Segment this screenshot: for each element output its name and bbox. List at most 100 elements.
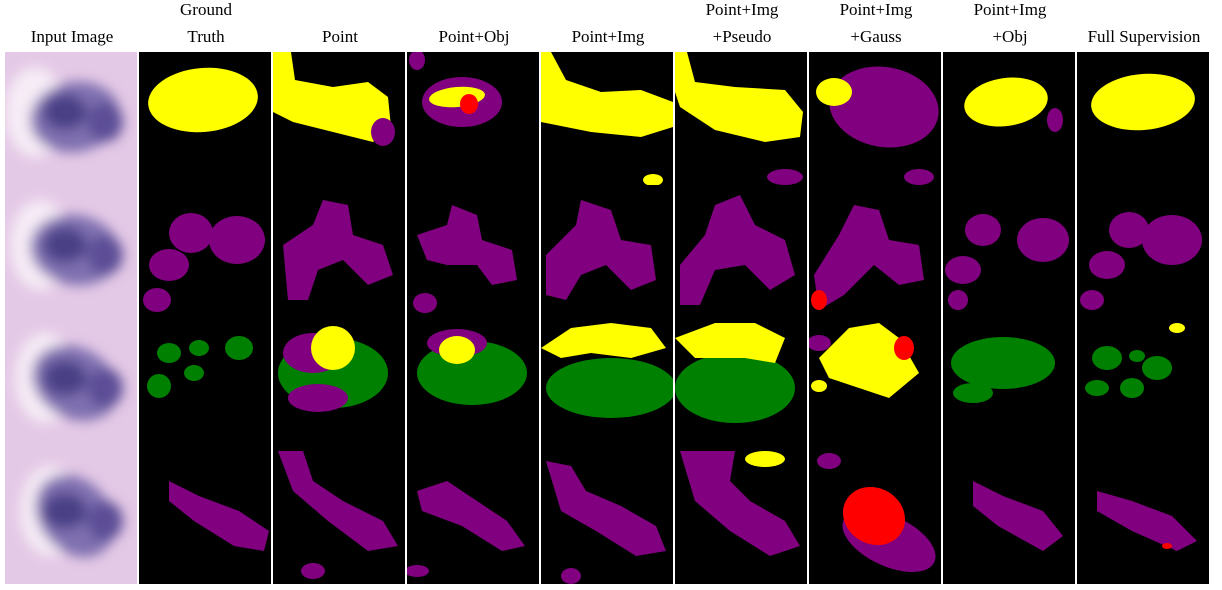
column-header: Truth bbox=[187, 27, 225, 46]
mask-tile bbox=[407, 50, 541, 185]
mask-region bbox=[1142, 215, 1202, 265]
image-grid bbox=[5, 50, 1211, 585]
mask-tile bbox=[943, 52, 1077, 185]
nucleus bbox=[43, 360, 87, 396]
mask-region bbox=[1142, 356, 1172, 380]
mask-tile bbox=[943, 318, 1077, 451]
mask-region bbox=[439, 336, 475, 364]
mask-region bbox=[1080, 290, 1104, 310]
mask-tile bbox=[675, 185, 809, 318]
mask-tile bbox=[273, 52, 407, 185]
column-headers: Input Image Ground Truth Point Point+Obj Poin… bbox=[31, 0, 1201, 46]
mask-tile bbox=[541, 185, 675, 318]
mask-region bbox=[811, 290, 827, 310]
input-image bbox=[5, 185, 137, 318]
nucleus bbox=[43, 227, 87, 263]
column-header: +Obj bbox=[992, 27, 1027, 46]
mask-tile bbox=[541, 451, 675, 584]
mask-region bbox=[288, 384, 348, 412]
mask-tile bbox=[407, 318, 541, 451]
column-header: Full Supervision bbox=[1088, 27, 1201, 46]
mask-region bbox=[301, 563, 325, 579]
mask-region bbox=[817, 453, 841, 469]
mask-region bbox=[405, 565, 429, 577]
mask-region bbox=[189, 340, 209, 356]
mask-region bbox=[1085, 380, 1109, 396]
mask-tile bbox=[1077, 52, 1211, 185]
mask-region bbox=[643, 174, 663, 186]
mask-tile bbox=[541, 52, 675, 186]
mask-region bbox=[945, 256, 981, 284]
mask-tile bbox=[1077, 185, 1211, 318]
mask-region bbox=[184, 365, 204, 381]
column-header: Point+Img bbox=[974, 0, 1047, 19]
mask-region bbox=[169, 213, 213, 253]
mask-tile bbox=[675, 52, 809, 185]
mask-region bbox=[1089, 251, 1125, 279]
mask-tile bbox=[273, 185, 407, 318]
mask-region bbox=[1092, 346, 1122, 370]
mask-tile bbox=[407, 185, 541, 318]
mask-region bbox=[767, 169, 803, 185]
mask-tile bbox=[273, 451, 407, 584]
input-image bbox=[5, 52, 137, 185]
nucleus bbox=[87, 102, 123, 142]
column-header: Point+Img bbox=[840, 0, 913, 19]
column-header: Point+Img bbox=[706, 0, 779, 19]
mask-region bbox=[745, 451, 785, 467]
mask-tile bbox=[809, 185, 943, 318]
mask-region bbox=[807, 335, 831, 351]
column-header: Point+Obj bbox=[439, 27, 510, 46]
mask-region bbox=[1129, 350, 1145, 362]
mask-region bbox=[904, 169, 934, 185]
mask-region bbox=[147, 374, 171, 398]
nucleus bbox=[87, 501, 123, 541]
column-header: Input Image bbox=[31, 27, 114, 46]
input-image bbox=[5, 318, 137, 451]
mask-region bbox=[143, 288, 171, 312]
mask-tile bbox=[405, 451, 541, 584]
nucleus bbox=[43, 94, 87, 130]
mask-region bbox=[149, 249, 189, 281]
mask-tile bbox=[807, 318, 943, 451]
mask-region bbox=[460, 94, 478, 114]
mask-tile bbox=[139, 52, 273, 185]
mask-region bbox=[894, 336, 914, 360]
mask-region bbox=[1047, 108, 1063, 132]
column-header: Point+Img bbox=[572, 27, 645, 46]
mask-tile bbox=[139, 318, 273, 451]
mask-region bbox=[157, 343, 181, 363]
mask-tile bbox=[1077, 451, 1211, 584]
mask-region bbox=[948, 290, 968, 310]
mask-tile bbox=[139, 451, 273, 584]
mask-region bbox=[311, 326, 355, 370]
mask-region bbox=[816, 78, 852, 106]
mask-region bbox=[1120, 378, 1144, 398]
mask-tile bbox=[809, 52, 945, 185]
mask-region bbox=[225, 336, 253, 360]
mask-tile bbox=[541, 318, 676, 451]
column-header: +Pseudo bbox=[713, 27, 772, 46]
nucleus bbox=[87, 368, 123, 408]
mask-region bbox=[209, 216, 265, 264]
mask-region bbox=[561, 568, 581, 584]
column-header: +Gauss bbox=[850, 27, 901, 46]
mask-tile bbox=[943, 451, 1077, 584]
mask-tile bbox=[943, 185, 1077, 318]
mask-region bbox=[675, 353, 795, 423]
mask-tile bbox=[675, 451, 809, 584]
mask-tile bbox=[1077, 318, 1211, 451]
mask-region bbox=[546, 358, 676, 418]
mask-region bbox=[1017, 218, 1069, 262]
mask-tile bbox=[139, 185, 273, 318]
input-image bbox=[5, 451, 137, 584]
nucleus bbox=[43, 493, 87, 529]
nucleus bbox=[87, 235, 123, 275]
mask-region bbox=[953, 383, 993, 403]
mask-tile bbox=[273, 318, 407, 451]
column-header: Point bbox=[322, 27, 358, 46]
column-header: Ground bbox=[180, 0, 232, 19]
mask-tile bbox=[809, 451, 945, 585]
mask-region bbox=[371, 118, 395, 146]
mask-region bbox=[409, 50, 425, 70]
